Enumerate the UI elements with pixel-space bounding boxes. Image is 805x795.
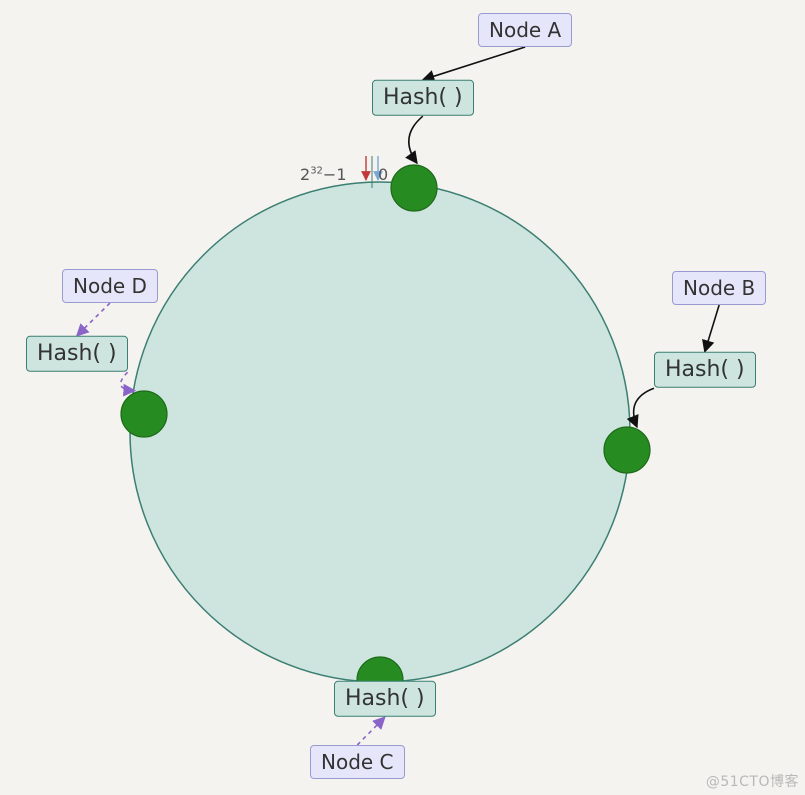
hash-ring-svg	[0, 0, 805, 795]
watermark: @51CTO博客	[706, 771, 799, 791]
boundary-max-label: 232−1	[300, 165, 347, 184]
node-box-A: Node A	[478, 13, 572, 47]
arrow-hash-to-point-D	[121, 372, 135, 391]
boundary-zero-label: 0	[378, 165, 388, 184]
diagram-canvas: { "diagram": { "type": "network", "canva…	[0, 0, 805, 795]
arrow-node-to-hash-A	[423, 47, 525, 80]
ring-node-pt-b-right	[604, 427, 650, 473]
arrow-node-to-hash-D	[77, 303, 110, 336]
hash-box-D: Hash( )	[26, 336, 128, 372]
node-box-B: Node B	[672, 271, 766, 305]
ring-node-pt-d-left	[121, 391, 167, 437]
arrow-node-to-hash-B	[705, 305, 719, 352]
node-box-D: Node D	[62, 269, 158, 303]
hash-box-A: Hash( )	[372, 80, 474, 116]
hash-box-C: Hash( )	[334, 681, 436, 717]
ring-node-pt-a-top	[391, 165, 437, 211]
hash-ring	[130, 182, 630, 682]
node-box-C: Node C	[310, 745, 405, 779]
arrow-node-to-hash-C	[357, 717, 385, 745]
arrow-hash-to-point-A	[409, 116, 423, 163]
hash-box-B: Hash( )	[654, 352, 756, 388]
arrow-hash-to-point-B	[634, 388, 654, 427]
